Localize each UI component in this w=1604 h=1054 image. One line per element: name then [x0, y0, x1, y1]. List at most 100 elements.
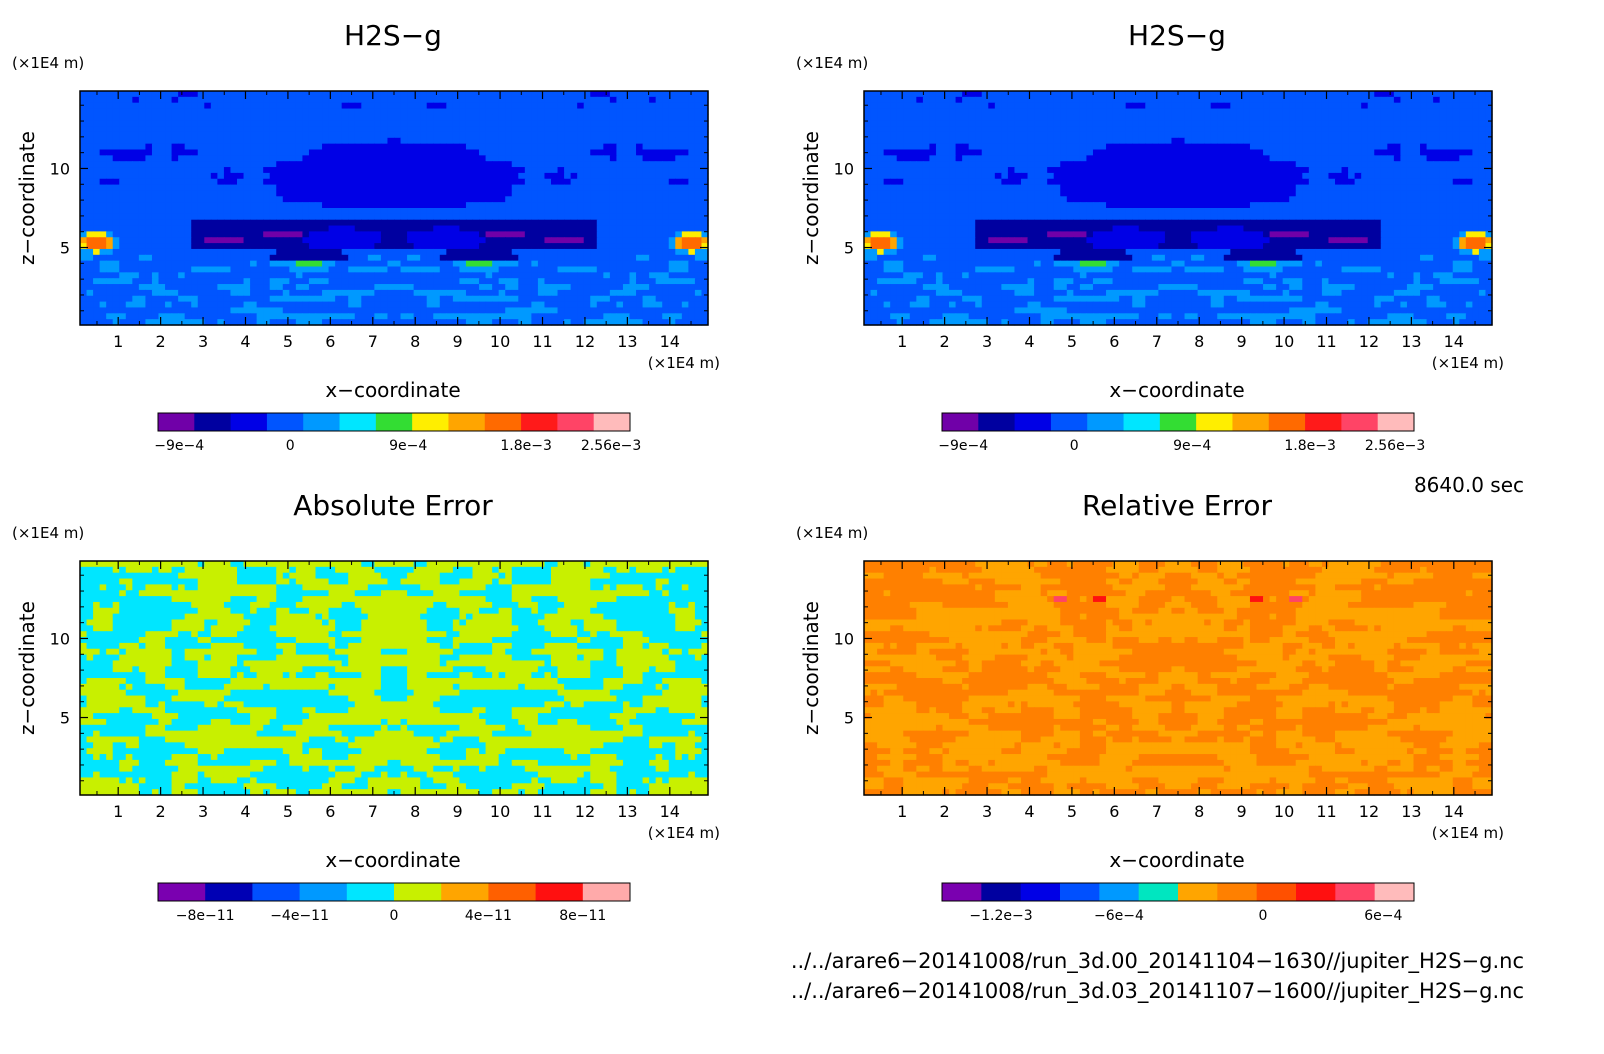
heatmap-cell: [459, 102, 467, 110]
heatmap-cell: [125, 190, 133, 197]
heatmap-cell: [119, 243, 127, 250]
heatmap-cell: [99, 102, 107, 110]
heatmap-cell: [446, 102, 454, 110]
heatmap-cell: [380, 190, 389, 197]
heatmap-cell: [289, 161, 297, 168]
heatmap-cell: [465, 126, 474, 133]
heatmap-cell: [191, 313, 199, 320]
heatmap-cell: [596, 108, 604, 115]
heatmap-cell: [184, 178, 192, 186]
heatmap-cell: [1348, 91, 1356, 98]
heatmap-cell: [511, 266, 519, 273]
heatmap-cell: [132, 254, 140, 262]
heatmap-cell: [1478, 102, 1487, 110]
heatmap-cell: [1439, 91, 1447, 98]
heatmap-cell: [1230, 126, 1238, 133]
heatmap-cell: [328, 202, 336, 209]
heatmap-cell: [184, 114, 192, 121]
heatmap-cell: [935, 126, 944, 133]
heatmap-cell: [361, 184, 369, 192]
heatmap-cell: [341, 301, 349, 309]
heatmap-cell: [531, 202, 539, 209]
heatmap-cell: [315, 190, 323, 197]
heatmap-cell: [210, 96, 218, 104]
heatmap-cell: [348, 161, 356, 168]
heatmap-cell: [864, 102, 872, 110]
heatmap-cell: [975, 131, 983, 139]
heatmap-cell: [322, 272, 330, 279]
heatmap-cell: [315, 196, 323, 203]
heatmap-cell: [335, 149, 343, 156]
heatmap-cell: [132, 289, 140, 297]
heatmap-cell: [1276, 96, 1284, 104]
heatmap-cell: [570, 231, 578, 238]
heatmap-cell: [459, 126, 467, 133]
heatmap-cell: [407, 254, 415, 262]
heatmap-cell: [315, 131, 323, 139]
heatmap-cell: [308, 167, 317, 174]
heatmap-cell: [655, 202, 663, 209]
heatmap-cell: [1191, 143, 1199, 151]
heatmap-cell: [629, 114, 637, 121]
heatmap-cell: [603, 272, 611, 279]
heatmap-cell: [1125, 149, 1133, 156]
heatmap-cell: [1243, 126, 1251, 133]
heatmap-cell: [1230, 131, 1238, 139]
heatmap-cell: [99, 208, 107, 215]
heatmap-cell: [596, 313, 604, 320]
heatmap-cell: [903, 143, 911, 151]
heatmap-cell: [622, 143, 631, 151]
heatmap-cell: [668, 284, 676, 291]
heatmap-cell: [596, 254, 604, 262]
heatmap-cell: [636, 213, 644, 221]
heatmap-cell: [210, 260, 218, 268]
heatmap-cell: [668, 161, 676, 168]
heatmap-cell: [603, 289, 611, 297]
heatmap-cell: [949, 102, 957, 110]
heatmap-cell: [243, 161, 251, 168]
heatmap-cell: [158, 284, 166, 291]
heatmap-cell: [407, 266, 415, 273]
heatmap-cell: [99, 260, 107, 268]
heatmap-cell: [217, 114, 225, 121]
heatmap-cell: [505, 307, 513, 314]
heatmap-cell: [341, 202, 349, 209]
heatmap-cell: [237, 289, 245, 297]
x-tick-label: 9: [453, 332, 463, 351]
heatmap-cell: [86, 91, 94, 98]
heatmap-cell: [531, 278, 539, 285]
heatmap-cell: [1256, 120, 1264, 127]
heatmap-cell: [315, 301, 323, 309]
heatmap-cell: [119, 272, 127, 279]
heatmap-cell: [230, 225, 238, 232]
heatmap-cell: [883, 114, 891, 121]
heatmap-cell: [387, 313, 395, 320]
heatmap-cell: [1341, 102, 1349, 110]
heatmap-cell: [308, 91, 317, 98]
heatmap-cell: [197, 155, 205, 162]
heatmap-cell: [420, 184, 428, 192]
heatmap-cell: [250, 260, 258, 268]
heatmap-cell: [642, 260, 650, 268]
heatmap-cell: [80, 284, 88, 291]
heatmap-cell: [701, 219, 709, 227]
heatmap-cell: [328, 114, 336, 121]
heatmap-cell: [1053, 108, 1061, 115]
heatmap-cell: [459, 254, 467, 262]
heatmap-cell: [178, 243, 186, 250]
heatmap-cell: [662, 202, 670, 209]
heatmap-cell: [642, 184, 650, 192]
heatmap-cell: [145, 260, 153, 268]
heatmap-cell: [1112, 114, 1120, 121]
heatmap-cell: [596, 301, 604, 309]
heatmap-cell: [975, 126, 983, 133]
heatmap-cell: [1197, 143, 1205, 151]
heatmap-cell: [662, 178, 670, 186]
heatmap-cell: [112, 131, 120, 139]
heatmap-cell: [551, 254, 559, 262]
heatmap-cell: [511, 114, 519, 121]
heatmap-cell: [962, 149, 970, 156]
heatmap-cell: [282, 278, 290, 285]
heatmap-cell: [348, 219, 356, 227]
heatmap-cell: [269, 295, 277, 303]
